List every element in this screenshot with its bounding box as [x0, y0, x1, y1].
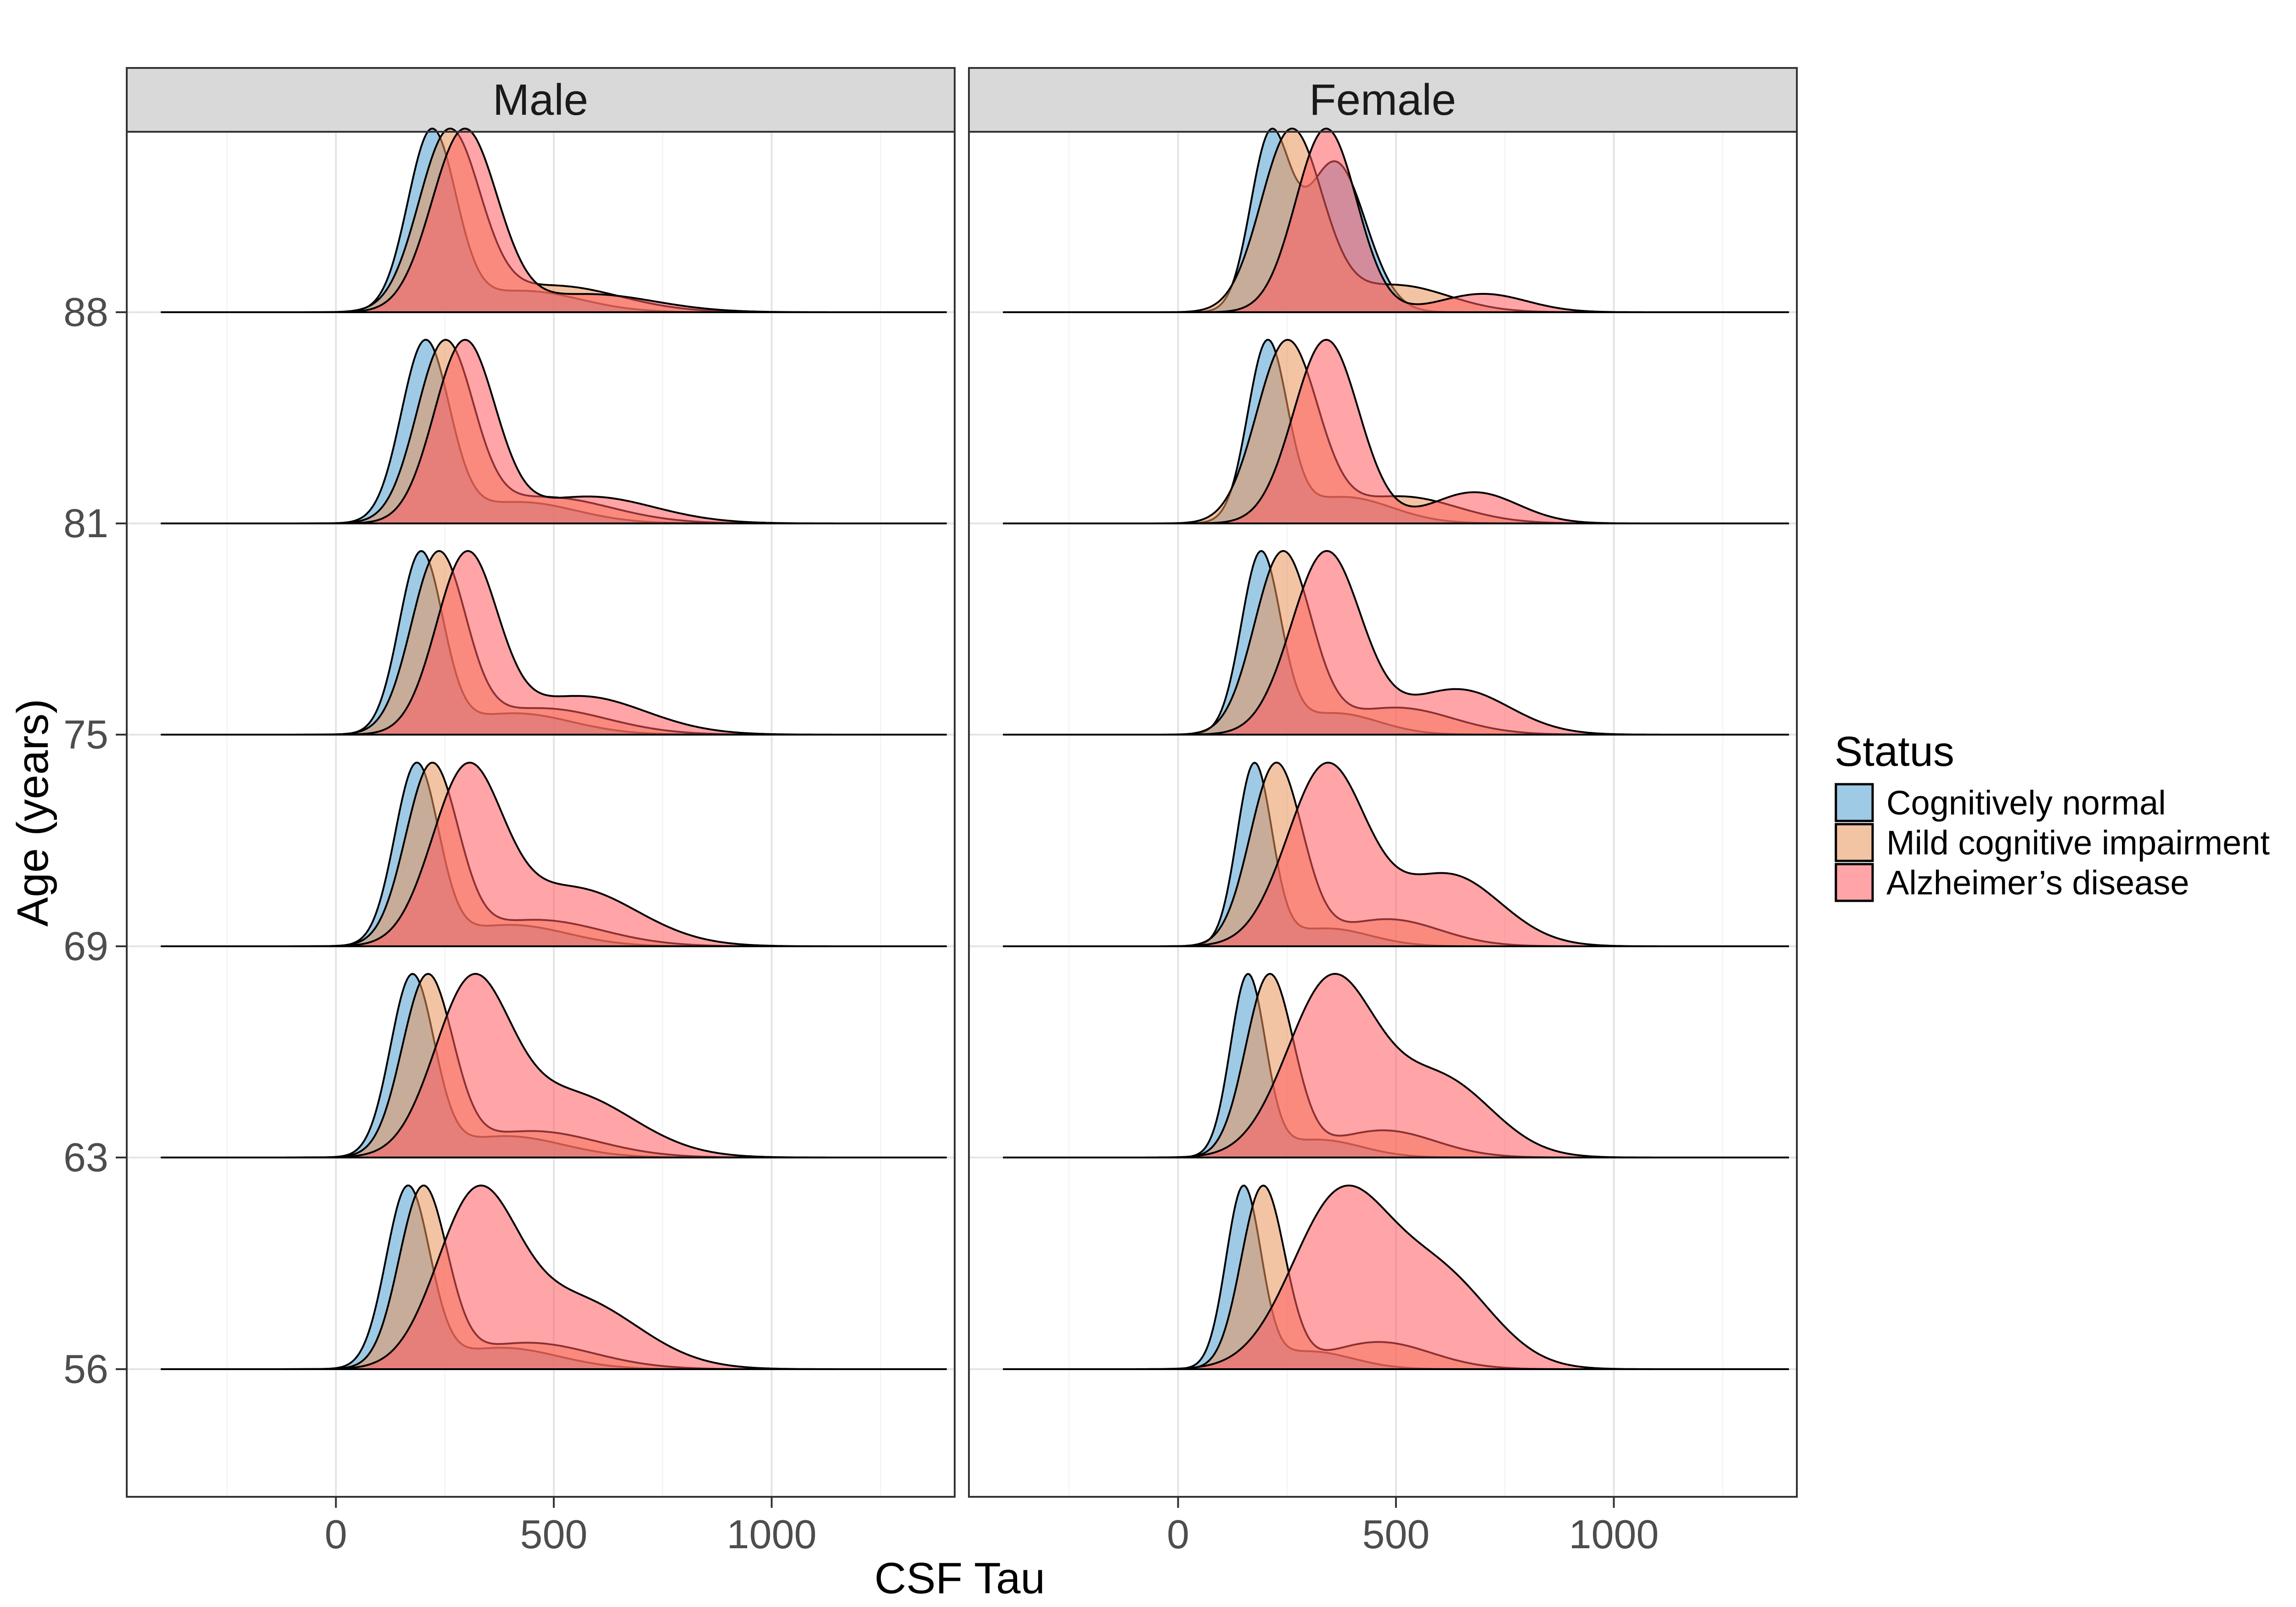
- legend-label-mild-cognitive-impairment: Mild cognitive impairment: [1886, 824, 2270, 862]
- x-tick-label: 0: [1167, 1511, 1189, 1557]
- ridge-male-alzheimers-disease-81: [160, 339, 947, 524]
- panel-male-border: [126, 131, 956, 1498]
- panel-male-ridges: [160, 128, 947, 1370]
- ridge-male-alzheimers-disease-63: [160, 973, 947, 1158]
- ridge-female-alzheimers-disease-69: [1002, 762, 1789, 947]
- y-axis-title: Age (years): [8, 699, 57, 927]
- ridge-male-alzheimers-disease-75: [160, 550, 947, 736]
- y-axis: 56 63 69 75 81 88: [63, 289, 127, 1392]
- panel-female-strip-label: Female: [1309, 75, 1456, 124]
- legend-label-alzheimers-disease: Alzheimer’s disease: [1886, 864, 2189, 902]
- y-tick-label: 56: [63, 1346, 108, 1392]
- x-tick-label: 1000: [727, 1511, 817, 1557]
- panel-male: Male: [126, 67, 956, 1498]
- ridge-female-alzheimers-disease-88: [1002, 128, 1789, 313]
- ridge-female-alzheimers-disease-75: [1002, 550, 1789, 736]
- legend-key-mild-cognitive-impairment: [1835, 823, 1874, 862]
- legend-label-cognitively-normal: Cognitively normal: [1886, 784, 2166, 822]
- ridge-female-alzheimers-disease-63: [1002, 973, 1789, 1158]
- y-tick-label: 69: [63, 923, 108, 969]
- legend-key-alzheimers-disease: [1835, 863, 1874, 902]
- ridge-male-alzheimers-disease-69: [160, 762, 947, 947]
- legend-item: Cognitively normal: [1835, 783, 2166, 822]
- legend-item: Alzheimer’s disease: [1835, 863, 2189, 902]
- y-tick-label: 63: [63, 1135, 108, 1180]
- ridge-female-alzheimers-disease-56: [1002, 1185, 1789, 1370]
- x-tick-label: 500: [1362, 1511, 1430, 1557]
- x-axis-male: 0 500 1000: [325, 1497, 816, 1557]
- x-axis-title: CSF Tau: [874, 1554, 1045, 1603]
- y-tick-label: 81: [63, 500, 108, 546]
- ridge-female-alzheimers-disease-81: [1002, 339, 1789, 524]
- x-tick-label: 500: [520, 1511, 588, 1557]
- panel-female: Female: [968, 67, 1798, 1498]
- ridge-male-alzheimers-disease-56: [160, 1185, 947, 1370]
- panel-male-strip-label: Male: [493, 75, 588, 124]
- panel-female-border: [968, 131, 1798, 1498]
- ridge-male-alzheimers-disease-88: [160, 128, 947, 313]
- legend: Status Cognitively normal Mild cognitive…: [1835, 728, 2270, 902]
- panel-female-ridges: [1002, 128, 1789, 1370]
- x-axis-female: 0 500 1000: [1167, 1497, 1659, 1557]
- panel-male-strip: [126, 67, 956, 133]
- x-tick-label: 0: [325, 1511, 347, 1557]
- y-tick-label: 75: [63, 712, 108, 757]
- legend-key-cognitively-normal: [1835, 783, 1874, 822]
- panel-female-strip: [968, 67, 1798, 133]
- legend-item: Mild cognitive impairment: [1835, 823, 2270, 862]
- y-tick-label: 88: [63, 289, 108, 335]
- legend-title: Status: [1835, 728, 1954, 775]
- x-tick-label: 1000: [1569, 1511, 1659, 1557]
